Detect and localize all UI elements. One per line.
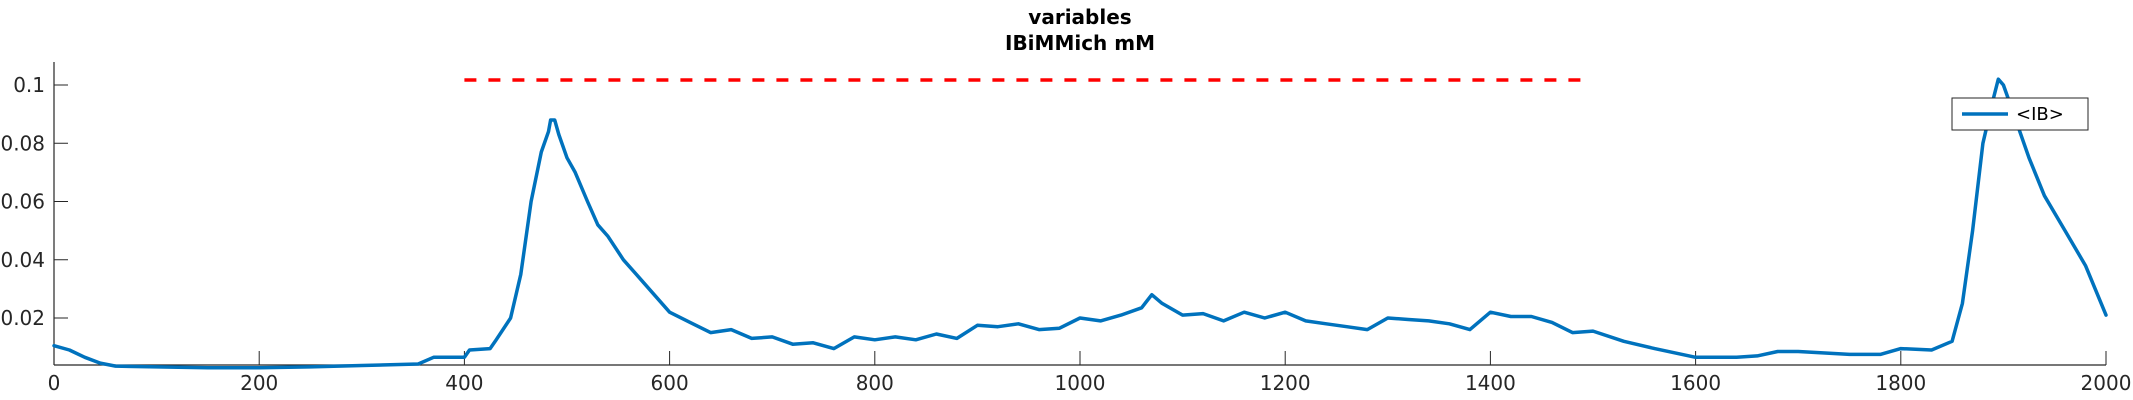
x-tick-label: 200	[240, 371, 278, 395]
y-tick-label: 0.02	[0, 306, 45, 330]
chart-title-line-1: variables	[1028, 5, 1131, 29]
legend-entry: <IB>	[2016, 104, 2064, 125]
chart-title: variables IBiMMich mM	[1005, 5, 1155, 55]
x-tick-label: 600	[651, 371, 689, 395]
series-group	[52, 77, 2108, 370]
y-tick-label: 0.06	[0, 190, 45, 214]
legend: <IB>	[1951, 97, 2089, 131]
y-tick-label: 0.08	[0, 131, 45, 155]
y-tick-label: 0.1	[13, 73, 45, 97]
x-tick-label: 1600	[1670, 371, 1721, 395]
x-tick-label: 1000	[1055, 371, 1106, 395]
series-line	[52, 77, 2108, 370]
y-axis-ticks: 0.02 0.04 0.06 0.08 0.1	[0, 73, 68, 330]
x-tick-label: 1400	[1465, 371, 1516, 395]
y-tick-label: 0.04	[0, 248, 45, 272]
x-tick-label: 0	[48, 371, 61, 395]
x-tick-label: 800	[856, 371, 894, 395]
x-tick-label: 400	[445, 371, 483, 395]
x-tick-label: 1200	[1260, 371, 1311, 395]
chart-title-line-2: IBiMMich mM	[1005, 31, 1155, 55]
x-tick-label: 2000	[2081, 371, 2132, 395]
x-tick-label: 1800	[1875, 371, 1926, 395]
x-axis-ticks: 0 200 400 600 800 1000 1200 1400 1600 1800 2000	[48, 351, 2132, 395]
